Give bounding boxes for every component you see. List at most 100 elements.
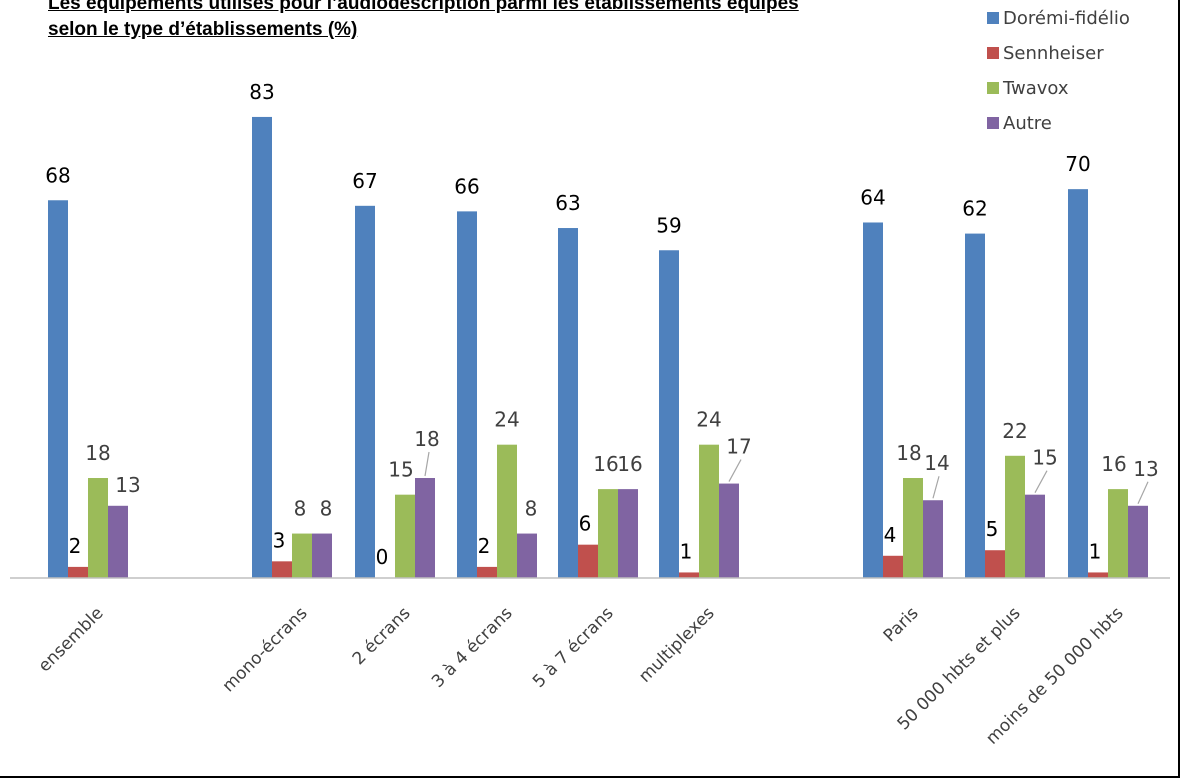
data-label-autre-paris: 14 (924, 451, 949, 475)
data-label-autre-5-a-7-ecrans: 16 (617, 452, 642, 476)
data-label-twavox-3-a-4-ecrans: 24 (494, 408, 519, 432)
category-label-multiplexes: multiplexes (635, 603, 719, 687)
data-label-twavox-2-ecrans: 15 (388, 458, 413, 482)
legend-swatch-doremi-fidelio (987, 12, 999, 24)
chart-title-line-1: Les équipements utilisés pour l’audiodes… (48, 0, 799, 14)
bar-twavox-multiplexes (699, 444, 719, 578)
data-label-sennheiser-paris: 4 (884, 523, 897, 547)
legend-item-doremi-fidelio: Dorémi-fidélio (987, 8, 1130, 29)
category-label-3-a-4-ecrans: 3 à 4 écrans (428, 603, 517, 692)
legend-label-sennheiser: Sennheiser (1003, 43, 1104, 64)
data-label-doremi-fidelio-5-a-7-ecrans: 63 (555, 191, 580, 215)
data-label-doremi-fidelio-3-a-4-ecrans: 66 (454, 174, 479, 198)
data-label-autre-3-a-4-ecrans: 8 (525, 497, 538, 521)
data-label-doremi-fidelio-mono-ecrans: 83 (249, 80, 274, 104)
data-label-doremi-fidelio-ensemble: 68 (45, 163, 70, 187)
data-label-doremi-fidelio-moins-de-50-000-hbts: 70 (1065, 152, 1090, 176)
bar-sennheiser-3-a-4-ecrans (477, 566, 497, 578)
bar-doremi-fidelio-ensemble (48, 200, 68, 578)
leader-line-autre-multiplexes (728, 459, 742, 482)
data-label-sennheiser-3-a-4-ecrans: 2 (478, 534, 491, 558)
data-label-doremi-fidelio-paris: 64 (860, 185, 885, 209)
leader-lines-layer (424, 451, 1149, 505)
bar-twavox-5-a-7-ecrans (598, 489, 618, 578)
bar-autre-5-a-7-ecrans (618, 489, 638, 578)
legend-item-sennheiser: Sennheiser (987, 43, 1104, 64)
bar-twavox-paris (903, 478, 923, 578)
bar-autre-ensemble (108, 505, 128, 578)
bar-doremi-fidelio-3-a-4-ecrans (457, 211, 477, 578)
legend: Dorémi-fidélio Sennheiser Twavox Autre (987, 8, 1130, 134)
bar-autre-50-000-hbts-et-plus (1025, 494, 1045, 578)
data-label-autre-2-ecrans: 18 (414, 427, 439, 451)
data-label-twavox-moins-de-50-000-hbts: 16 (1101, 452, 1126, 476)
bar-autre-mono-ecrans (312, 533, 332, 578)
bar-twavox-ensemble (88, 478, 108, 578)
data-label-autre-50-000-hbts-et-plus: 15 (1032, 446, 1057, 470)
bar-autre-moins-de-50-000-hbts (1128, 505, 1148, 578)
bar-sennheiser-mono-ecrans (272, 561, 292, 578)
bar-sennheiser-moins-de-50-000-hbts (1088, 572, 1108, 578)
data-label-autre-moins-de-50-000-hbts: 13 (1133, 457, 1158, 481)
data-label-autre-multiplexes: 17 (726, 435, 751, 459)
data-label-doremi-fidelio-50-000-hbts-et-plus: 62 (962, 197, 987, 221)
legend-item-autre: Autre (987, 113, 1052, 134)
category-label-ensemble: ensemble (35, 603, 108, 676)
data-label-sennheiser-5-a-7-ecrans: 6 (579, 512, 592, 536)
data-label-sennheiser-multiplexes: 1 (680, 539, 693, 563)
bar-doremi-fidelio-2-ecrans (355, 205, 375, 578)
bar-sennheiser-ensemble (68, 566, 88, 578)
data-label-sennheiser-mono-ecrans: 3 (273, 528, 286, 552)
chart-title-line-2: selon le type d’établissements (%) (48, 19, 358, 40)
data-label-autre-mono-ecrans: 8 (320, 497, 333, 521)
data-label-twavox-multiplexes: 24 (696, 408, 721, 432)
data-label-twavox-ensemble: 18 (85, 441, 110, 465)
bar-doremi-fidelio-multiplexes (659, 250, 679, 578)
leader-line-autre-2-ecrans (424, 451, 430, 477)
data-label-twavox-5-a-7-ecrans: 16 (593, 452, 618, 476)
chart-title: Les équipements utilisés pour l’audiodes… (48, 0, 948, 43)
data-label-sennheiser-2-ecrans: 0 (376, 545, 389, 569)
bar-autre-3-a-4-ecrans (517, 533, 537, 578)
bar-autre-multiplexes (719, 483, 739, 578)
data-label-sennheiser-50-000-hbts-et-plus: 5 (986, 517, 999, 541)
bar-twavox-2-ecrans (395, 494, 415, 578)
leader-line-autre-50-000-hbts-et-plus (1034, 470, 1048, 493)
legend-swatch-sennheiser (987, 47, 999, 59)
data-label-twavox-50-000-hbts-et-plus: 22 (1002, 419, 1027, 443)
data-label-twavox-mono-ecrans: 8 (294, 497, 307, 521)
category-label-mono-ecrans: mono-écrans (219, 603, 312, 696)
bar-autre-paris (923, 500, 943, 578)
legend-label-twavox: Twavox (1002, 78, 1069, 99)
bar-sennheiser-multiplexes (679, 572, 699, 578)
bar-twavox-mono-ecrans (292, 533, 312, 578)
legend-label-autre: Autre (1003, 113, 1052, 134)
data-label-doremi-fidelio-2-ecrans: 67 (352, 169, 377, 193)
bar-doremi-fidelio-moins-de-50-000-hbts (1068, 189, 1088, 578)
bar-sennheiser-50-000-hbts-et-plus (985, 550, 1005, 578)
bar-autre-2-ecrans (415, 478, 435, 578)
bar-doremi-fidelio-mono-ecrans (252, 116, 272, 578)
category-label-5-a-7-ecrans: 5 à 7 écrans (529, 603, 618, 692)
bar-doremi-fidelio-50-000-hbts-et-plus (965, 233, 985, 578)
bar-sennheiser-5-a-7-ecrans (578, 544, 598, 578)
bar-twavox-moins-de-50-000-hbts (1108, 489, 1128, 578)
category-label-2-ecrans: 2 écrans (349, 603, 415, 669)
bar-twavox-50-000-hbts-et-plus (1005, 455, 1025, 578)
leader-line-autre-paris (932, 476, 940, 499)
bar-twavox-3-a-4-ecrans (497, 444, 517, 578)
data-label-sennheiser-ensemble: 2 (69, 534, 82, 558)
bar-sennheiser-paris (883, 555, 903, 578)
data-label-sennheiser-moins-de-50-000-hbts: 1 (1089, 539, 1102, 563)
category-labels-layer: ensemble mono-écrans 2 écrans 3 à 4 écrans 5… (35, 603, 1128, 748)
legend-label-doremi-fidelio: Dorémi-fidélio (1003, 8, 1130, 29)
data-label-doremi-fidelio-multiplexes: 59 (656, 213, 681, 237)
data-label-twavox-paris: 18 (896, 441, 921, 465)
category-label-paris: Paris (880, 603, 923, 646)
bar-doremi-fidelio-paris (863, 222, 883, 579)
legend-swatch-autre (987, 117, 999, 129)
legend-item-twavox: Twavox (987, 78, 1069, 99)
